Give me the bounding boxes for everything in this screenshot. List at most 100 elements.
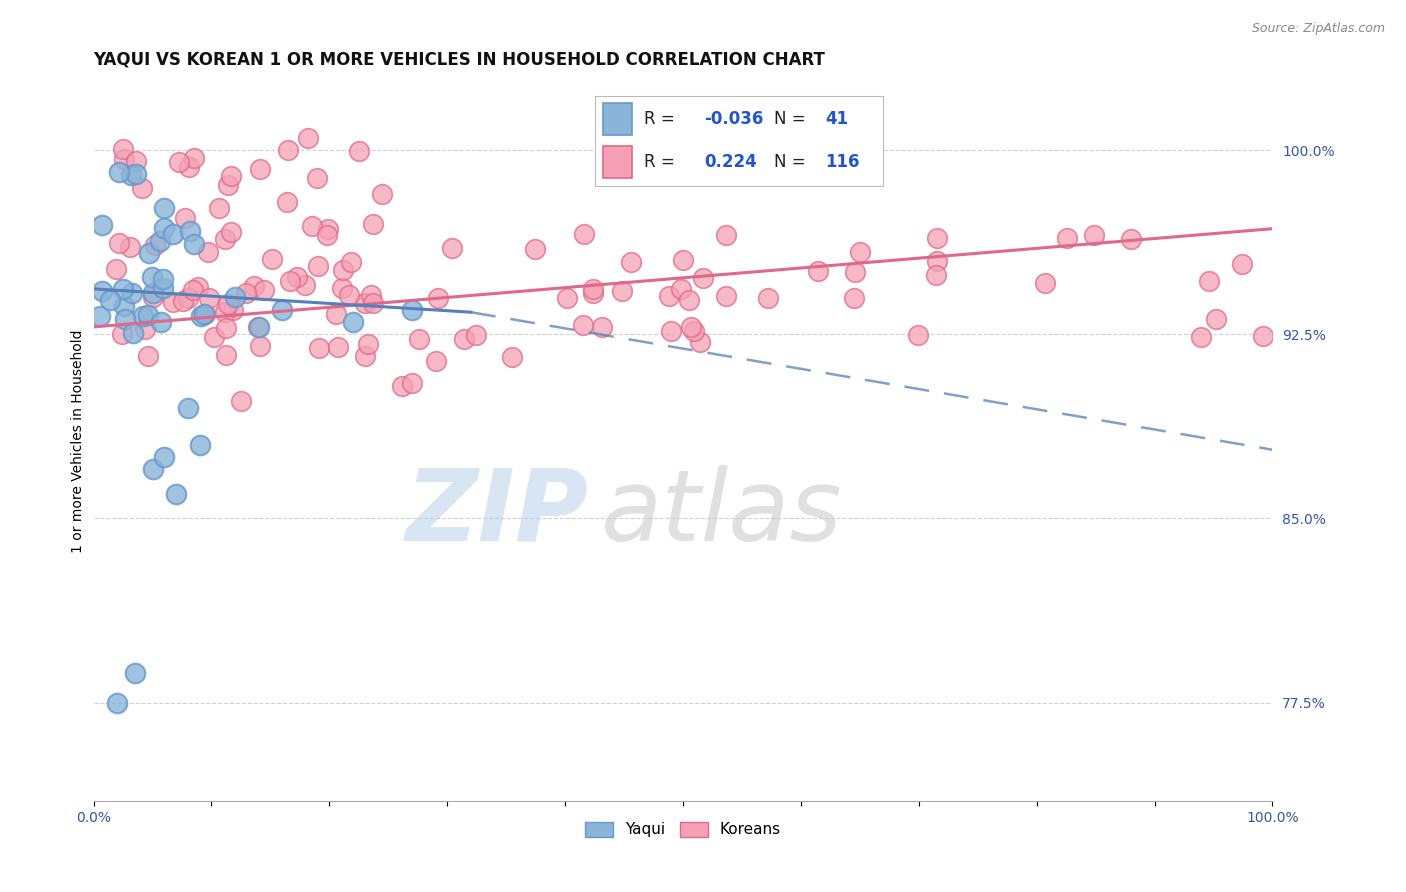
Point (177, 291, 200, 305)
Point (278, 274, 301, 288)
Text: Source: ZipAtlas.com: Source: ZipAtlas.com (1251, 22, 1385, 36)
Point (172, 294, 194, 309)
Point (679, 320, 702, 334)
Point (524, 242, 547, 256)
Point (112, 282, 135, 296)
Point (354, 295, 377, 310)
Point (214, 304, 236, 318)
Point (114, 312, 136, 326)
Point (125, 154, 148, 169)
Point (260, 252, 283, 266)
Point (363, 217, 385, 231)
Point (105, 696, 128, 710)
Point (276, 194, 298, 209)
Point (217, 178, 239, 192)
Point (271, 302, 294, 317)
Point (842, 291, 865, 305)
Point (112, 142, 135, 156)
Point (108, 235, 131, 250)
Point (217, 297, 239, 311)
Point (285, 269, 308, 284)
Point (179, 224, 201, 238)
Point (107, 164, 129, 178)
Point (658, 288, 681, 302)
Point (120, 168, 142, 182)
Point (187, 279, 209, 293)
Point (1198, 274, 1220, 288)
Point (848, 244, 870, 259)
Point (138, 349, 160, 363)
Point (294, 278, 316, 293)
Point (231, 394, 253, 409)
Point (337, 288, 360, 302)
Point (924, 268, 946, 282)
Point (247, 319, 270, 334)
Point (242, 278, 264, 293)
Point (91, 284, 114, 298)
Point (173, 211, 195, 225)
Point (224, 290, 246, 304)
Point (714, 228, 737, 243)
Point (927, 231, 949, 245)
Point (714, 289, 737, 303)
Point (671, 282, 693, 296)
Point (112, 299, 135, 313)
Point (198, 292, 221, 306)
Point (89, 309, 111, 323)
Point (357, 337, 380, 351)
Point (316, 227, 339, 242)
Point (247, 320, 270, 334)
Point (204, 329, 226, 343)
Point (193, 307, 215, 321)
Point (162, 227, 184, 242)
Point (297, 131, 319, 145)
Point (183, 151, 205, 165)
Point (425, 353, 447, 368)
Point (347, 145, 370, 159)
Point (183, 236, 205, 251)
Point (104, 262, 127, 277)
Point (692, 270, 714, 285)
Point (221, 225, 243, 239)
Point (90, 219, 112, 233)
Point (620, 255, 643, 269)
Point (401, 302, 423, 317)
Point (235, 286, 257, 301)
Point (153, 220, 176, 235)
Text: YAQUI VS KOREAN 1 OR MORE VEHICLES IN HOUSEHOLD CORRELATION CHART: YAQUI VS KOREAN 1 OR MORE VEHICLES IN HO… (94, 51, 825, 69)
Point (120, 240, 142, 254)
Point (253, 283, 276, 297)
Point (188, 438, 211, 452)
Point (1033, 276, 1056, 290)
Point (132, 309, 155, 323)
Point (672, 252, 695, 267)
Point (179, 160, 201, 174)
Point (162, 294, 184, 309)
Point (1083, 228, 1105, 243)
Point (169, 155, 191, 169)
Point (143, 238, 166, 252)
Point (131, 181, 153, 195)
Point (124, 666, 146, 681)
Point (222, 303, 245, 318)
Point (342, 315, 364, 329)
Point (153, 450, 176, 464)
Point (678, 293, 700, 307)
Point (340, 254, 363, 268)
Point (308, 341, 330, 355)
Point (142, 290, 165, 304)
Point (152, 281, 174, 295)
Point (197, 245, 219, 260)
Point (138, 246, 160, 260)
Point (582, 286, 605, 301)
Text: ZIP: ZIP (406, 465, 589, 562)
Point (758, 291, 780, 305)
Point (353, 349, 375, 363)
Point (305, 171, 328, 186)
Point (208, 201, 231, 215)
Point (125, 167, 148, 181)
Point (591, 319, 613, 334)
Point (330, 281, 353, 295)
Point (318, 221, 340, 235)
Point (181, 283, 204, 297)
